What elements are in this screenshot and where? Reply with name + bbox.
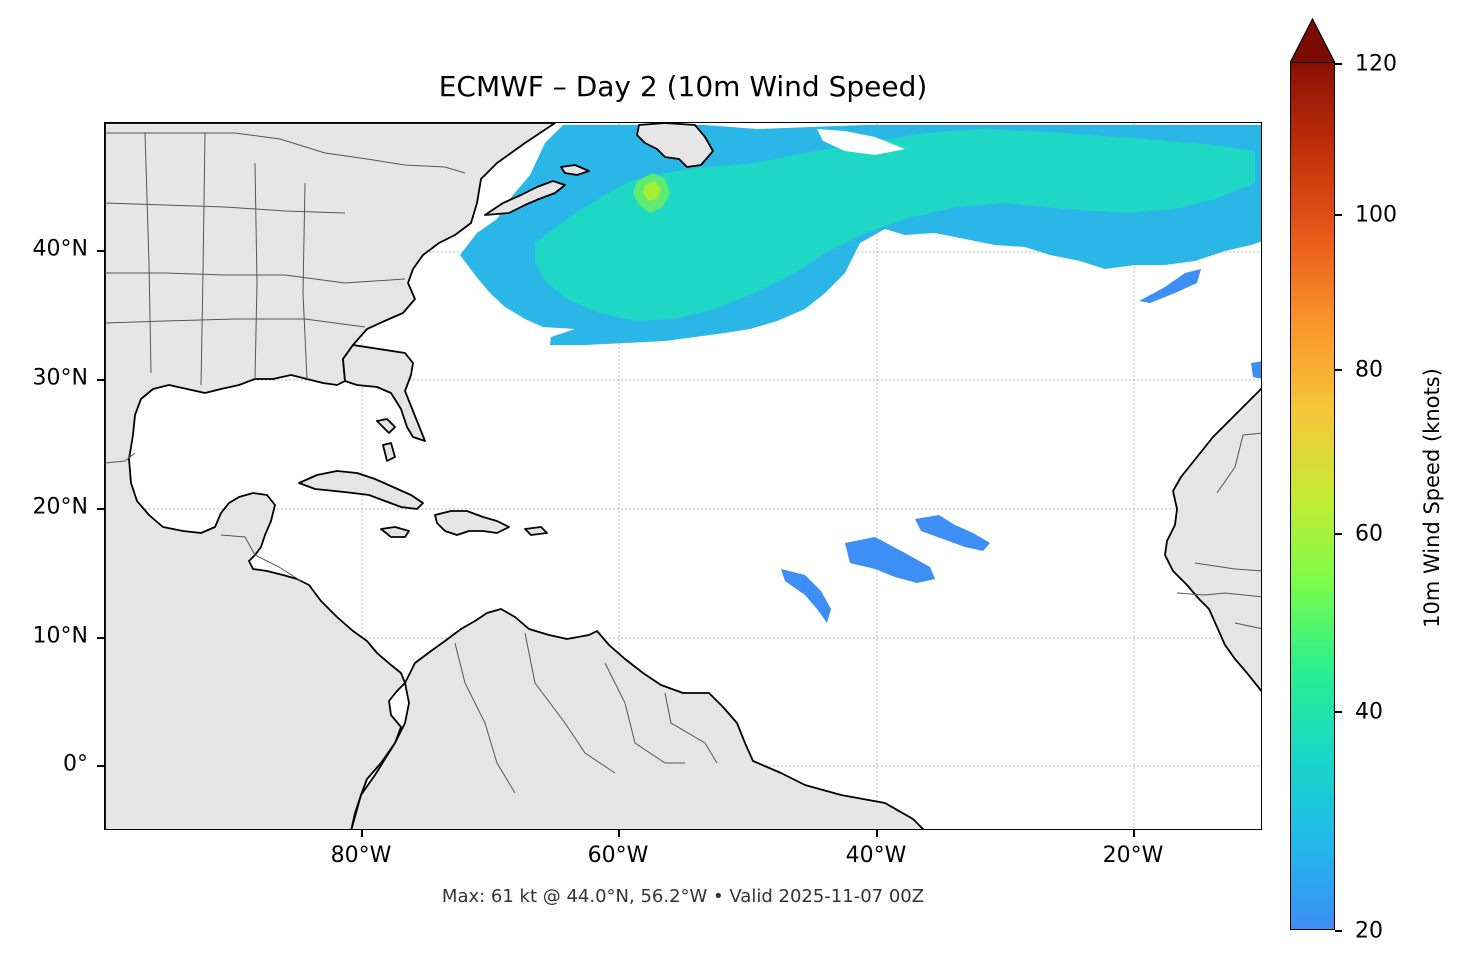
land-newfoundland [636,123,714,168]
border-africa-1 [1216,432,1261,494]
land-puerto-rico [524,526,548,536]
border-south-america-3 [604,662,685,764]
lon-tick-20w [1133,830,1135,837]
colorbar-label-100: 100 [1355,202,1397,228]
wind-field [205,125,1261,825]
land-africa [1164,387,1261,692]
colorbar [1290,62,1335,930]
colorbar-tick-120 [1335,63,1342,65]
land-south-america [350,608,925,829]
land-hispaniola [434,510,510,536]
lon-tick-40w [876,830,878,837]
lon-tick-80w [361,830,363,837]
lon-label-60w: 60°W [587,843,649,868]
colorbar-label-80: 80 [1355,357,1383,383]
border-us-mexico [105,452,136,464]
colorbar-tick-80 [1335,369,1342,371]
wind-patch-tropical-3 [781,569,831,623]
lat-label-0: 0° [63,751,88,777]
border-states-1 [144,132,152,374]
colorbar-title: 10m Wind Speed (knots) [1420,368,1444,628]
borders [105,132,1261,794]
border-south-america-2 [524,632,616,774]
lon-label-80w: 80°W [330,843,392,868]
land-north-america [105,123,556,829]
land-cuba [298,470,424,510]
border-states-5 [105,202,346,214]
border-us-canada [105,132,466,174]
border-states-4 [302,182,308,380]
colorbar-extend-arrow [1290,18,1335,63]
land-jamaica [380,526,410,538]
colorbar-tick-100 [1335,214,1342,216]
colorbar-tick-60 [1335,533,1342,535]
land [105,123,1261,829]
land-nova-scotia [484,180,566,216]
lon-label-20w: 20°W [1102,843,1164,868]
wind-white-gap [817,129,905,155]
lat-tick-20n [97,508,104,510]
border-africa-4 [1234,622,1261,630]
land-bahamas-2 [382,442,396,462]
colorbar-tick-20 [1335,930,1342,932]
colorbar-label-20: 20 [1355,918,1383,944]
border-south-america-4 [664,692,718,764]
border-africa-3 [1194,562,1261,572]
map-frame[interactable] [104,122,1262,830]
border-states-6 [105,272,406,284]
lat-label-40n: 40°N [32,236,88,262]
wind-patch-azores [1139,269,1201,303]
border-central-america [220,534,302,582]
border-states-2 [200,132,206,386]
land-pei [560,164,590,176]
colorbar-label-40: 40 [1355,699,1383,725]
map-title: ECMWF – Day 2 (10m Wind Speed) [438,70,928,103]
colorbar-label-60: 60 [1355,521,1383,547]
lat-label-20n: 20°N [32,494,88,520]
colorbar-label-120: 120 [1355,51,1397,77]
map-footer: Max: 61 kt @ 44.0°N, 56.2°W • Valid 2025… [441,886,925,907]
lat-tick-40n [97,250,104,252]
lat-tick-10n [97,637,104,639]
land-florida [342,344,426,442]
lat-label-30n: 30°N [32,365,88,391]
lat-tick-0 [97,765,104,767]
lon-label-40w: 40°W [845,843,907,868]
wind-jet-core [535,129,1255,321]
border-south-america-1 [454,642,516,794]
land-bahamas-1 [376,418,396,434]
border-states-7 [105,318,366,328]
wind-patch-tropical-1 [845,537,935,583]
colorbar-tick-40 [1335,711,1342,713]
wind-patch-east-1 [1251,361,1261,379]
map-canvas [105,123,1261,829]
lon-tick-60w [618,830,620,837]
wind-patch-tropical-2 [915,515,990,551]
border-states-3 [254,162,258,380]
lat-tick-30n [97,379,104,381]
wind-max-core [643,181,661,201]
lat-label-10n: 10°N [32,623,88,649]
border-africa-2 [1176,592,1261,598]
